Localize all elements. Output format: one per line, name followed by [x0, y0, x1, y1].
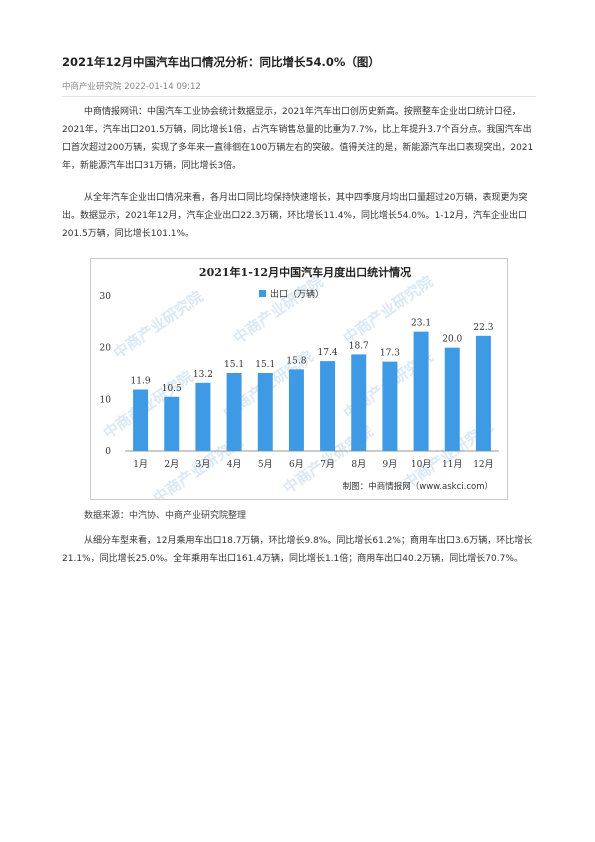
bar: [475, 335, 491, 451]
bar: [444, 347, 460, 451]
bar: [351, 354, 367, 451]
watermark-text: 中商产业研究院: [230, 272, 326, 347]
bar: [133, 389, 149, 451]
bar: [164, 396, 180, 451]
paragraph-3: 从细分车型来看，12月乘用车出口18.7万辆，环比增长9.8%。同比增长61.2…: [62, 536, 533, 564]
bar: [257, 372, 273, 451]
data-label: 22.3: [473, 323, 493, 333]
bar: [195, 382, 211, 451]
y-tick-label: 10: [100, 395, 112, 405]
x-tick-label: 8月: [351, 459, 366, 470]
divider: [62, 96, 536, 97]
article-title: 2021年12月中国汽车出口情况分析：同比增长54.0%（图）: [62, 55, 380, 69]
chart-title: 2021年1-12月中国汽车月度出口统计情况: [199, 265, 411, 279]
x-tick-label: 10月: [411, 459, 431, 470]
x-tick-label: 9月: [383, 459, 398, 470]
x-tick-label: 1月: [133, 459, 148, 470]
data-label: 13.2: [193, 370, 213, 380]
data-source-note: 数据来源：中汽协、中商产业研究院整理: [84, 511, 247, 521]
data-label: 15.1: [224, 360, 244, 370]
y-tick-label: 30: [100, 292, 112, 302]
paragraph-1: 中商情报网讯：中国汽车工业协会统计数据显示，2021年汽车出口创历史新高。按照整…: [62, 107, 534, 171]
x-tick-label: 11月: [442, 459, 462, 470]
watermark-text: 中商产业研究院: [110, 287, 206, 362]
article-meta: 中商产业研究院 2022-01-14 09:12: [62, 80, 201, 92]
paragraph-2: 从全年汽车企业出口情况来看，各月出口同比均保持快速增长，其中四季度月均出口量超过…: [62, 193, 528, 239]
x-tick-label: 3月: [196, 459, 211, 470]
chart-image: 中商产业研究院 中商产业研究院 中商产业研究院 中商产业研究院 中商产业研究院 中商产业研…: [90, 258, 508, 500]
chart-credit: 制图：中商情报网（www.askci.com）: [343, 481, 493, 492]
data-label: 15.1: [255, 360, 275, 370]
data-label: 15.8: [286, 356, 306, 366]
y-tick-label: 20: [100, 344, 112, 354]
x-tick-label: 2月: [164, 459, 179, 470]
x-tick-label: 4月: [227, 459, 242, 470]
data-label: 17.4: [318, 348, 338, 358]
x-tick-label: 12月: [473, 459, 493, 470]
data-label: 18.7: [349, 341, 369, 351]
bar: [320, 361, 336, 451]
data-label: 11.9: [131, 377, 151, 387]
data-label: 10.5: [162, 384, 182, 394]
bar: [226, 372, 242, 451]
data-label: 17.3: [380, 349, 400, 359]
legend-swatch: [259, 290, 266, 297]
x-tick-label: 7月: [320, 459, 335, 470]
article-date: 2022-01-14 09:12: [124, 82, 201, 92]
legend-label: 出口（万辆）: [270, 288, 324, 300]
bar: [382, 361, 398, 451]
y-tick-label: 0: [105, 447, 111, 457]
article-source[interactable]: 中商产业研究院: [62, 82, 122, 92]
data-label: 20.0: [442, 335, 462, 345]
x-tick-label: 5月: [258, 459, 273, 470]
bar: [413, 331, 429, 451]
bar: [288, 369, 304, 451]
data-label: 23.1: [411, 319, 431, 329]
x-tick-label: 6月: [289, 459, 304, 470]
